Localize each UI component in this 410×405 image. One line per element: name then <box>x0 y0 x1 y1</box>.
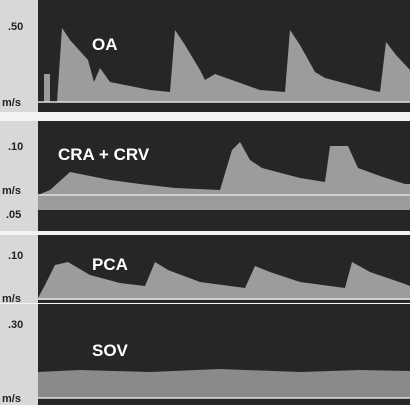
scale-top: .30 <box>8 319 23 331</box>
panel-label: SOV <box>92 341 129 360</box>
scale-top: .50 <box>8 21 23 33</box>
panel-cra-crv: .10 m/s .05 CRA + CRV <box>0 121 410 231</box>
panel-label: OA <box>92 35 118 54</box>
panel-pca: .10 m/s PCA <box>0 235 410 305</box>
waveform <box>38 369 410 398</box>
scale-top: .10 <box>8 141 23 153</box>
unit: m/s <box>2 97 21 109</box>
waveform <box>38 142 410 210</box>
panel-sov: .30 m/s SOV <box>0 304 410 405</box>
scale-top: .10 <box>8 250 23 262</box>
panel-label: PCA <box>92 255 128 274</box>
unit: m/s <box>2 293 21 305</box>
panel-label: CRA + CRV <box>58 145 150 164</box>
scale-bottom: .05 <box>6 209 21 221</box>
unit: m/s <box>2 185 21 197</box>
waveform <box>38 28 410 102</box>
waveform <box>38 262 410 300</box>
unit: m/s <box>2 393 21 405</box>
panel-oa: .50 m/s OA <box>0 0 410 112</box>
